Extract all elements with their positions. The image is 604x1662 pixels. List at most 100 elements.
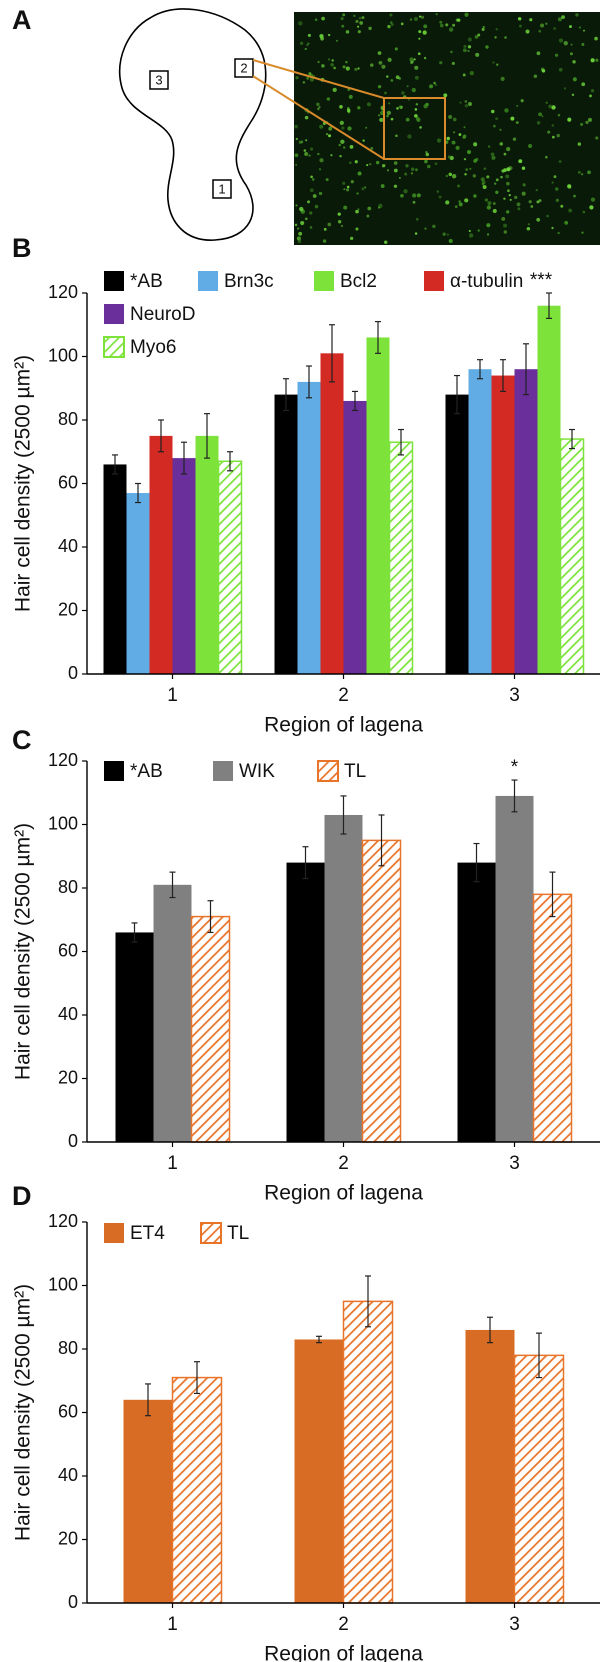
error-bar (169, 871, 176, 899)
error-bar (523, 343, 529, 396)
cell-dot (416, 193, 421, 198)
cell-dot (554, 53, 559, 57)
y-tick-label: 60 (58, 940, 78, 960)
cell-dot (405, 164, 409, 168)
bar (115, 932, 154, 1142)
cell-dot (418, 37, 421, 40)
cell-dot (451, 140, 456, 145)
cell-dot (495, 117, 499, 121)
cell-dot (304, 47, 307, 51)
y-tick-label: 60 (58, 472, 78, 492)
cell-dot (314, 18, 318, 22)
cell-dot (416, 117, 421, 123)
x-tick-label: 2 (338, 685, 349, 706)
cell-dot (357, 25, 360, 28)
y-tick-label: 40 (58, 1465, 78, 1485)
cell-dot (343, 146, 346, 149)
cell-dot (503, 152, 507, 156)
error-bar (135, 482, 141, 504)
error-bar (569, 428, 575, 450)
cell-dot (505, 174, 510, 179)
cell-dot (521, 166, 526, 170)
cell-dot (577, 142, 582, 146)
cell-dot (325, 178, 329, 182)
cell-dot (424, 159, 428, 164)
cell-dot (393, 168, 398, 173)
cell-dot (587, 117, 593, 122)
error-bar (500, 359, 506, 393)
y-tick-label: 100 (48, 813, 78, 833)
panel-label: C (12, 725, 32, 755)
cell-dot (558, 160, 562, 163)
cell-dot (473, 194, 477, 198)
cell-dot (482, 25, 485, 29)
cell-dot (330, 62, 334, 67)
bar (465, 1329, 515, 1603)
cell-dot (445, 23, 449, 27)
cell-dot (463, 158, 467, 161)
cell-dot (436, 190, 439, 193)
cell-dot (563, 41, 568, 46)
cell-dot (487, 145, 491, 148)
cell-dot (581, 231, 584, 234)
cell-dot (387, 24, 391, 29)
cell-dot (553, 175, 557, 179)
cell-dot (582, 29, 586, 32)
cell-dot (361, 187, 365, 191)
cell-dot (429, 84, 434, 89)
cell-dot (581, 82, 586, 87)
chart-panel: C Hair cell density (2500 µm²) Region of l… (12, 725, 600, 1205)
cell-dot (386, 114, 389, 118)
y-tick-label: 0 (68, 1592, 78, 1612)
cell-dot (331, 59, 334, 62)
cell-dot (582, 210, 586, 214)
cell-dot (393, 161, 398, 165)
cell-dot (325, 132, 329, 136)
cell-dot (377, 85, 382, 89)
bar (324, 814, 363, 1142)
error-bar (398, 428, 404, 456)
error-bar (352, 390, 358, 412)
cell-dot (451, 61, 455, 65)
cell-dot (467, 45, 472, 49)
cell-dot (294, 153, 299, 158)
cell-dot (349, 145, 354, 149)
cell-dot (319, 124, 324, 129)
cell-dot (326, 97, 331, 101)
x-tick-label: 2 (338, 1153, 349, 1174)
legend-label: α-tubulin (450, 271, 523, 292)
cell-dot (306, 44, 309, 47)
y-tick-label: 40 (58, 1004, 78, 1024)
cell-dot (546, 214, 549, 218)
cell-dot (409, 57, 414, 62)
y-tick-label: 80 (58, 1338, 78, 1358)
cell-dot (547, 130, 551, 134)
error-bar (487, 1316, 493, 1344)
cell-dot (343, 188, 346, 191)
y-axis-label: Hair cell density (2500 µm²) (12, 823, 35, 1080)
error-bar (454, 374, 460, 415)
x-axis-label: Region of lagena (264, 714, 423, 737)
cell-dot (590, 197, 596, 202)
bar (361, 839, 402, 1143)
cell-dot (480, 177, 485, 182)
bar (320, 353, 344, 674)
cell-dot (400, 193, 404, 198)
legend-swatch (104, 304, 124, 324)
cell-dot (575, 13, 579, 17)
cell-dot (492, 202, 496, 205)
cell-dot (468, 229, 471, 233)
cell-dot (384, 91, 387, 95)
panel-label: A (12, 5, 32, 35)
cell-dot (439, 23, 444, 28)
cell-dot (457, 184, 461, 188)
cell-dot (357, 106, 361, 110)
cell-dot (379, 117, 384, 122)
cell-dot (458, 133, 462, 136)
cell-dot (506, 181, 510, 186)
cell-dot (520, 99, 524, 103)
cell-dot (345, 66, 350, 71)
cell-dot (573, 194, 576, 198)
cell-dot (309, 188, 314, 193)
